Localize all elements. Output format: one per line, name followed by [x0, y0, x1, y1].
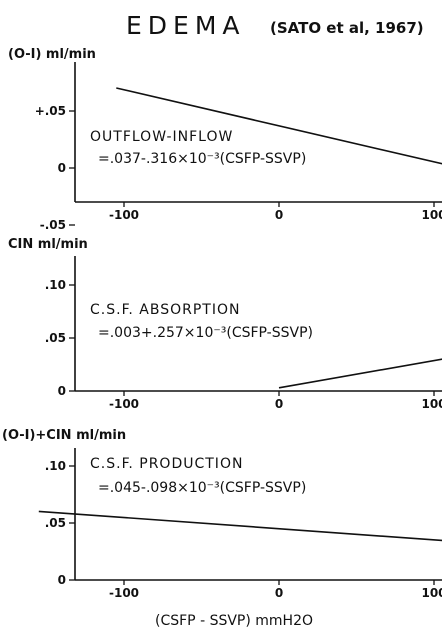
panel-2-series	[278, 358, 442, 389]
x-axis-label: (CSFP - SSVP) mmH2O	[155, 613, 313, 629]
panel-1-series-line-0	[116, 87, 442, 165]
panel-1-x-tick-label-1: 0	[275, 208, 283, 222]
panel-1-annotation-title: OUTFLOW-INFLOW	[90, 129, 233, 145]
panel-3-y-tick-label-0: .10	[45, 459, 66, 473]
panel-1-annotation-equation: =.037-.316×10⁻³(CSFP-SSVP)	[98, 151, 306, 167]
panel-3-series-line-0	[38, 510, 442, 542]
panel-outflow-inflow: (O-I) ml/min +.05 0 -.05 -100 0 100 OUTFLOW-…	[8, 47, 442, 232]
panel-3-series	[38, 510, 442, 542]
figure-citation: (SATO et al, 1967)	[270, 19, 424, 37]
panel-2-x-tick-label-0: -100	[109, 397, 139, 411]
panel-csf-absorption: CIN ml/min .10 .05 0 -100 0 100 C.S.F. ABSOR…	[8, 237, 442, 411]
panel-2-x-tick-label-2: 100	[421, 397, 442, 411]
panel-1-ylabel: (O-I) ml/min	[8, 47, 96, 62]
panel-2-annotation-title: C.S.F. ABSORPTION	[90, 302, 240, 318]
panel-2-ylabel: CIN ml/min	[8, 237, 88, 252]
panel-1-y-tick-label-2: -.05	[40, 218, 66, 232]
panel-3-y-tick-label-2: 0	[58, 573, 66, 587]
panel-3-y-tick-label-1: .05	[45, 516, 66, 530]
figure-title: EDEMA	[126, 11, 246, 40]
panel-1-y-tick-label-0: +.05	[35, 104, 66, 118]
panel-2-y-tick-label-0: .10	[45, 278, 66, 292]
panel-2-y-ticks: .10 .05 0	[45, 278, 75, 398]
panel-3-annotation-equation: =.045-.098×10⁻³(CSFP-SSVP)	[98, 480, 306, 496]
panel-3-x-tick-label-1: 0	[275, 586, 283, 600]
panel-3-x-tick-label-2: 100	[421, 586, 442, 600]
panel-3-annotation-title: C.S.F. PRODUCTION	[90, 456, 243, 472]
panel-1-x-tick-label-2: 100	[421, 208, 442, 222]
panel-3-ylabel: (O-I)+CIN ml/min	[2, 428, 126, 443]
panel-2-annotation-equation: =.003+.257×10⁻³(CSFP-SSVP)	[98, 325, 313, 341]
panel-2-series-line-0	[278, 358, 442, 389]
panel-csf-production: (O-I)+CIN ml/min .10 .05 0 -100 0 100 C.S.F.…	[2, 428, 442, 600]
panel-3-x-tick-label-0: -100	[109, 586, 139, 600]
panel-3-x-ticks: -100 0 100	[109, 580, 442, 600]
panel-1-y-ticks: +.05 0 -.05	[35, 104, 75, 232]
panel-2-x-tick-label-1: 0	[275, 397, 283, 411]
panel-1-y-tick-label-1: 0	[58, 161, 66, 175]
panel-1-x-ticks: -100 0 100	[109, 202, 442, 222]
panel-1-x-tick-label-0: -100	[109, 208, 139, 222]
panel-2-y-tick-label-2: 0	[58, 384, 66, 398]
panel-2-x-ticks: -100 0 100	[109, 391, 442, 411]
panel-3-y-ticks: .10 .05 0	[45, 459, 75, 587]
panel-2-y-tick-label-1: .05	[45, 331, 66, 345]
panel-1-series	[116, 87, 442, 165]
